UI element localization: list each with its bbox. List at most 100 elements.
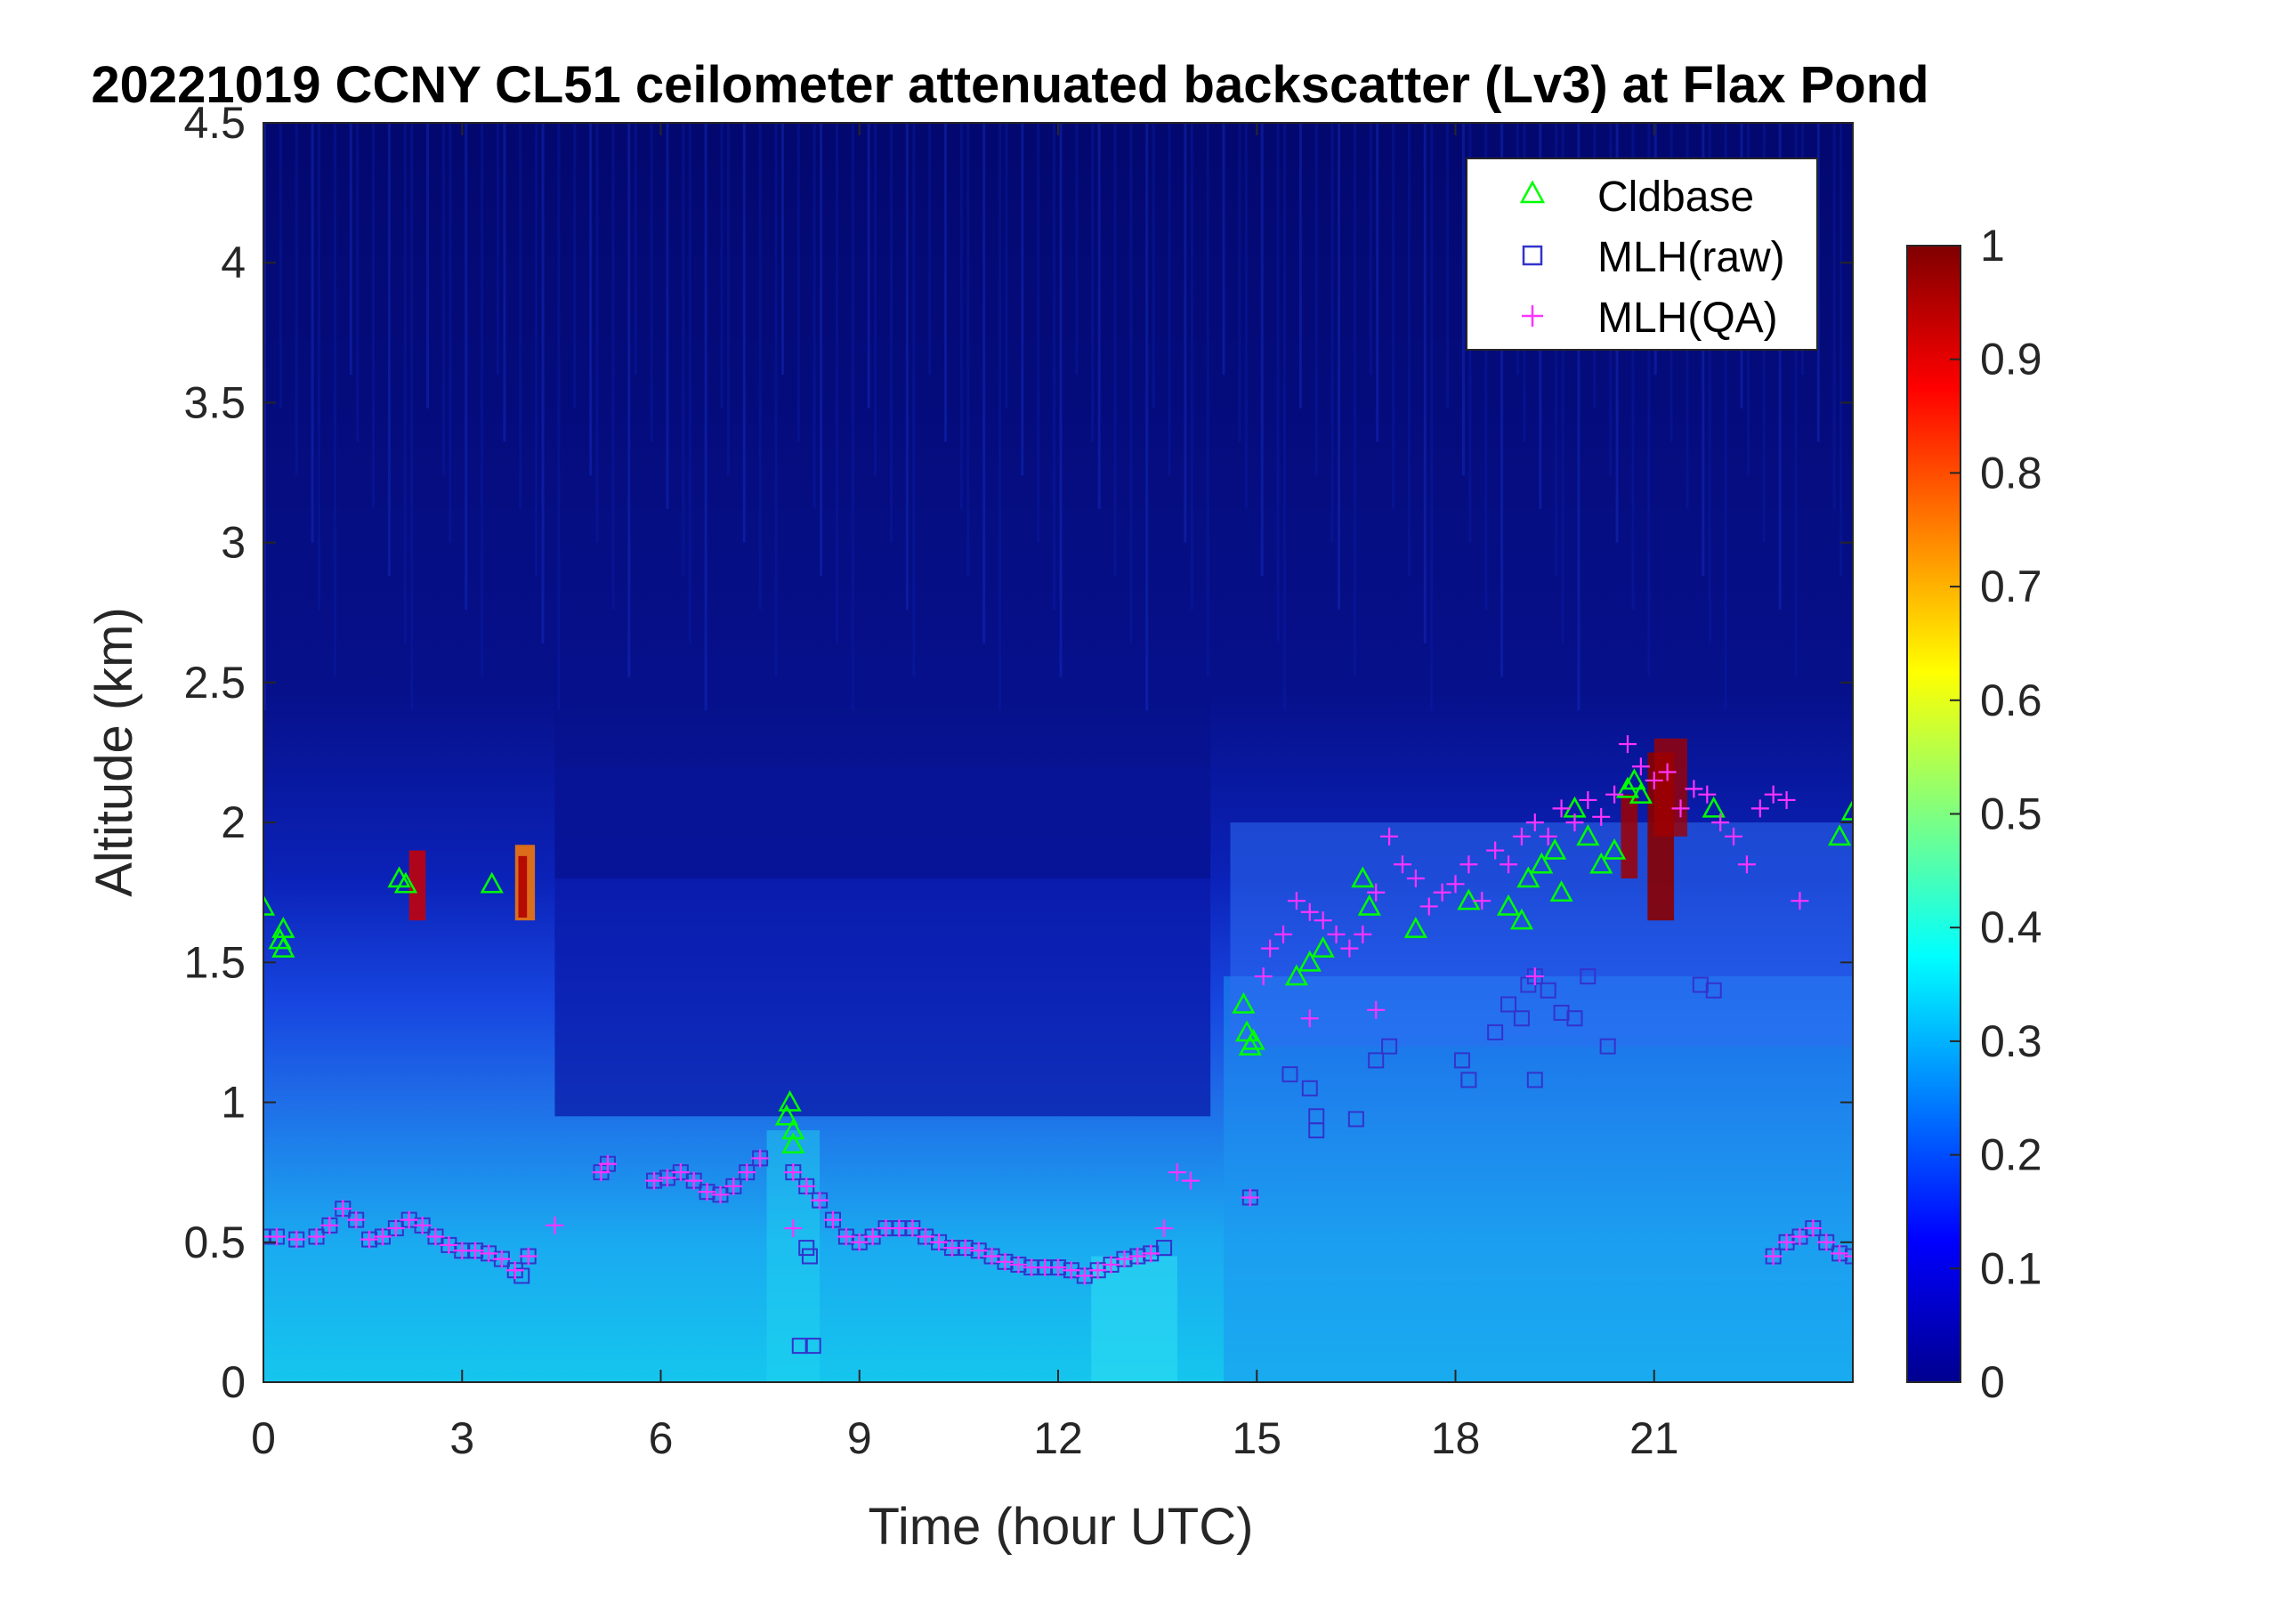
noise-streak bbox=[688, 123, 691, 643]
noise-streak bbox=[1500, 123, 1504, 677]
mlh-raw-point bbox=[1453, 1052, 1470, 1069]
mlh-qa-point bbox=[1750, 799, 1769, 818]
mlh-qa-point bbox=[347, 1210, 366, 1229]
mlh-qa-point bbox=[1725, 827, 1743, 846]
noise-streak bbox=[835, 123, 838, 643]
noise-streak bbox=[1577, 123, 1581, 711]
noise-streak bbox=[1037, 123, 1040, 543]
noise-streak bbox=[403, 123, 407, 643]
noise-streak bbox=[1168, 123, 1171, 476]
cldbase-point bbox=[271, 917, 295, 938]
mlh-qa-point bbox=[1274, 925, 1293, 943]
noise-streak bbox=[1005, 123, 1008, 409]
cldbase-point bbox=[1629, 782, 1653, 804]
mlh-qa-point bbox=[1287, 892, 1306, 910]
mlh-qa-point bbox=[784, 1163, 803, 1182]
noise-streak bbox=[1113, 123, 1117, 577]
cldbase-point bbox=[1543, 837, 1567, 860]
noise-streak bbox=[726, 123, 730, 476]
mlh-qa-point bbox=[373, 1227, 392, 1246]
cldbase-point bbox=[268, 927, 292, 950]
colorbar-tick-label: 0.1 bbox=[1980, 1243, 2042, 1293]
mlh-qa-point bbox=[1314, 911, 1332, 930]
cldbase-point bbox=[1509, 908, 1534, 930]
noise-streak bbox=[1816, 123, 1820, 442]
cldbase-point bbox=[480, 871, 504, 894]
mlh-qa-point bbox=[386, 1219, 405, 1238]
mlh-qa-point bbox=[1791, 892, 1809, 910]
mlh-qa-point bbox=[1181, 1171, 1200, 1190]
noise-streak bbox=[1206, 123, 1209, 677]
mlh-qa-point bbox=[1831, 1244, 1849, 1263]
cldbase-point bbox=[1232, 991, 1256, 1014]
colorbar-tick-label: 0.5 bbox=[1980, 789, 2042, 839]
mlh-qa-point bbox=[413, 1216, 432, 1234]
legend-label: MLH(raw) bbox=[1597, 234, 1785, 281]
noise-streak bbox=[650, 123, 653, 442]
colorbar: 0 0.1 0.2 0.3 0.4 0.5 0.6 0.7 0.8 0.9 1 bbox=[1906, 221, 2042, 1407]
noise-streak bbox=[1423, 123, 1427, 643]
mlh-qa-point bbox=[1817, 1233, 1836, 1251]
mlh-qa-point bbox=[1512, 827, 1531, 846]
mlh-qa-point bbox=[1791, 1227, 1809, 1246]
noise-streak bbox=[426, 123, 430, 409]
noise-streak bbox=[465, 123, 468, 611]
noise-streak bbox=[1647, 123, 1651, 677]
mlh-qa-point bbox=[645, 1171, 664, 1190]
noise-streak bbox=[1075, 123, 1079, 375]
noise-streak bbox=[1353, 123, 1356, 677]
colorbar-tick-label: 0.7 bbox=[1980, 562, 2042, 611]
y-tick-label: 3.5 bbox=[183, 377, 246, 427]
cldbase-point bbox=[393, 871, 418, 894]
noise-streak bbox=[1446, 123, 1450, 409]
mlh-raw-point bbox=[1301, 1080, 1318, 1096]
noise-streak bbox=[1184, 123, 1187, 543]
cldbase-point bbox=[778, 1089, 802, 1112]
cldbase-point bbox=[1549, 880, 1573, 902]
cldbase-point bbox=[1516, 866, 1540, 888]
cldbase-point bbox=[1702, 796, 1726, 818]
cldbase-point bbox=[1496, 894, 1521, 916]
mlh-qa-point bbox=[1525, 813, 1544, 832]
colorbar-tick-label: 1 bbox=[1980, 221, 2005, 271]
noise-streak bbox=[311, 123, 314, 543]
noise-streak bbox=[959, 123, 963, 509]
mlh-qa-point bbox=[598, 1154, 617, 1173]
mlh-qa-point bbox=[1552, 799, 1571, 818]
y-tick-label: 3 bbox=[221, 518, 246, 568]
square-marker-icon bbox=[1522, 245, 1543, 266]
legend-label: MLH(QA) bbox=[1597, 295, 1778, 342]
mlh-qa-point bbox=[863, 1227, 882, 1246]
x-tick-label: 12 bbox=[1033, 1413, 1083, 1463]
noise-streak bbox=[595, 123, 599, 543]
noise-streak bbox=[912, 123, 916, 677]
legend-entry-mlh-qa: MLH(QA) bbox=[1522, 295, 1778, 342]
noise-streak bbox=[1330, 123, 1334, 543]
mlh-qa-point bbox=[1380, 827, 1399, 846]
noise-streak bbox=[666, 123, 669, 509]
noise-streak bbox=[333, 123, 336, 677]
mlh-qa-point bbox=[1671, 799, 1690, 818]
mlh-qa-point bbox=[1539, 827, 1557, 846]
mlh-qa-point bbox=[823, 1210, 842, 1229]
mlh-qa-point bbox=[1525, 967, 1544, 986]
mlh-qa-point bbox=[1128, 1247, 1147, 1266]
cldbase-point bbox=[1602, 837, 1627, 860]
mlh-qa-point bbox=[1088, 1261, 1107, 1280]
mlh-qa-point bbox=[307, 1227, 326, 1246]
mlh-qa-point bbox=[1254, 967, 1273, 986]
noise-streak bbox=[449, 123, 452, 543]
y-tick-label: 0.5 bbox=[183, 1218, 246, 1267]
mlh-qa-point bbox=[1777, 790, 1796, 809]
cldbase-point bbox=[1351, 866, 1375, 888]
noise-streak bbox=[758, 123, 762, 611]
mlh-qa-point bbox=[956, 1239, 974, 1258]
noise-streak bbox=[928, 123, 932, 375]
noise-streak bbox=[998, 123, 1002, 711]
mlh-raw-point bbox=[1692, 976, 1709, 993]
x-tick-label: 18 bbox=[1431, 1413, 1481, 1463]
colorbar-tick-label: 0.2 bbox=[1980, 1130, 2042, 1180]
x-tick-label: 15 bbox=[1232, 1413, 1281, 1463]
legend-label: Cldbase bbox=[1597, 174, 1754, 221]
